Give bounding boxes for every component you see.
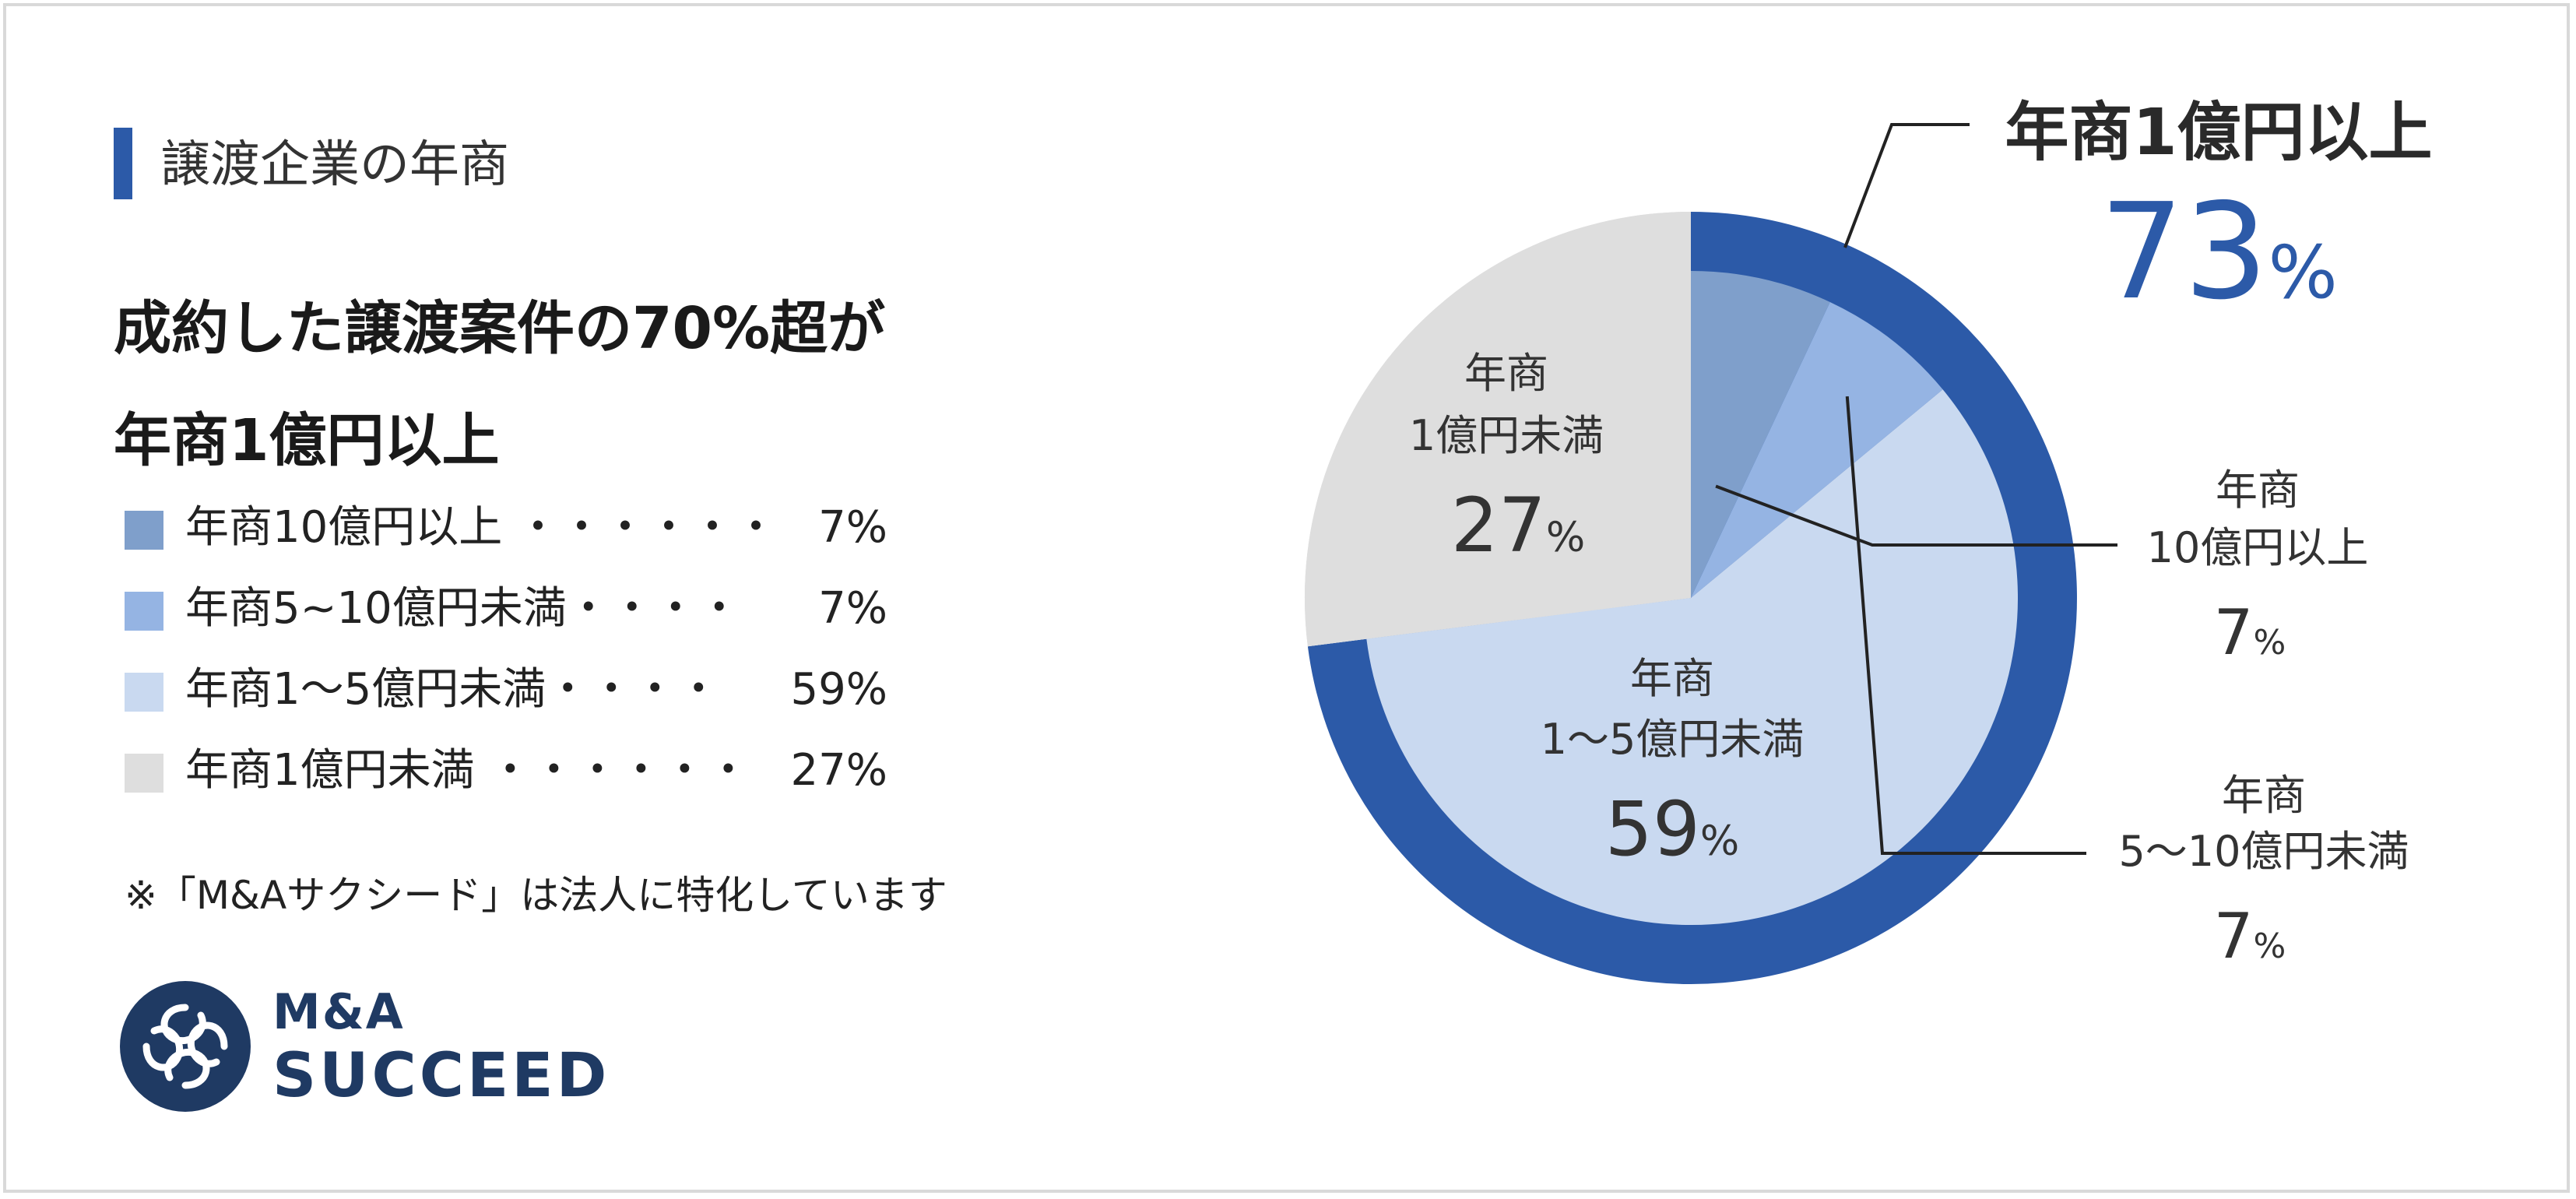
- footnote: ※「M&Aサクシード」は法人に特化しています: [125, 873, 947, 918]
- pie-layer: [1304, 211, 2077, 984]
- slice-label-2-line1: 年商: [1630, 654, 1714, 703]
- leader-lines: [1715, 123, 2117, 855]
- chart-frame: [3, 3, 2570, 1193]
- legend-value: 27%: [790, 745, 887, 796]
- legend-value: 7%: [818, 583, 887, 634]
- legend-value: 59%: [790, 664, 887, 715]
- headline-line-2: 年商1億円以上: [114, 407, 500, 474]
- legend-swatch: [125, 592, 163, 631]
- legend-swatch: [125, 754, 163, 793]
- section-label: 譲渡企業の年商: [160, 136, 509, 194]
- legend-item-1-5oku: 年商1～5億円未満・・・・ 59%: [125, 652, 887, 730]
- slice-label-1-line1: 年商: [2222, 771, 2306, 820]
- slice-label-3-line2: 1億円未満: [1409, 411, 1604, 460]
- slice-label-1-value: 7%: [2214, 900, 2286, 972]
- pie-slice-3: [1304, 211, 1691, 647]
- legend-item-10oku-ijou: 年商10億円以上 ・・・・・・ 7%: [125, 490, 887, 568]
- slice-label-1-line2: 5～10億円未満: [2118, 827, 2409, 876]
- pie-slice-0: [1691, 271, 1830, 598]
- outer-group-label: 年商1億円以上: [2005, 96, 2432, 170]
- legend-swatch: [125, 673, 163, 712]
- legend-label: 年商1億円未満 ・・・・・・: [185, 745, 750, 796]
- logo-text-line-1: M&A: [272, 983, 405, 1040]
- logo-mark-icon: [120, 981, 251, 1112]
- pie-slice-2: [1366, 389, 2018, 926]
- slice-label-2-line2: 1～5億円未満: [1541, 715, 1805, 764]
- headline: 成約した譲渡案件の70%超が 年商1億円以上: [114, 272, 885, 497]
- leader-slice-0: [1715, 484, 2117, 547]
- outer-group-value: 73%: [2100, 175, 2338, 329]
- legend-item-5-10oku: 年商5~10億円未満・・・・ 7%: [125, 571, 887, 649]
- slice-label-3-value: 27%: [1451, 482, 1586, 569]
- logo-text-line-2: SUCCEED: [272, 1041, 610, 1111]
- legend-swatch: [125, 511, 163, 550]
- slice-label-2-value: 59%: [1605, 786, 1740, 873]
- leader-slice-1: [1845, 396, 2086, 855]
- legend-label: 年商10億円以上 ・・・・・・: [185, 502, 778, 553]
- slice-label-0-value: 7%: [2214, 596, 2286, 669]
- legend-label: 年商1～5億円未満・・・・: [185, 664, 721, 715]
- legend-label: 年商5~10億円未満・・・・: [185, 583, 741, 634]
- pie-slice-1: [1691, 302, 1943, 598]
- legend-value: 7%: [818, 502, 887, 553]
- slice-label-0-line1: 年商: [2216, 466, 2300, 515]
- slice-label-0-line2: 10億円以上: [2147, 523, 2369, 572]
- section-accent-bar: [114, 128, 132, 199]
- slice-label-3-line1: 年商: [1464, 349, 1548, 398]
- leader-outer-group: [1843, 123, 1970, 248]
- headline-line-1: 成約した譲渡案件の70%超が: [114, 295, 886, 362]
- legend-item-1oku-miman: 年商1億円未満 ・・・・・・ 27%: [125, 733, 887, 811]
